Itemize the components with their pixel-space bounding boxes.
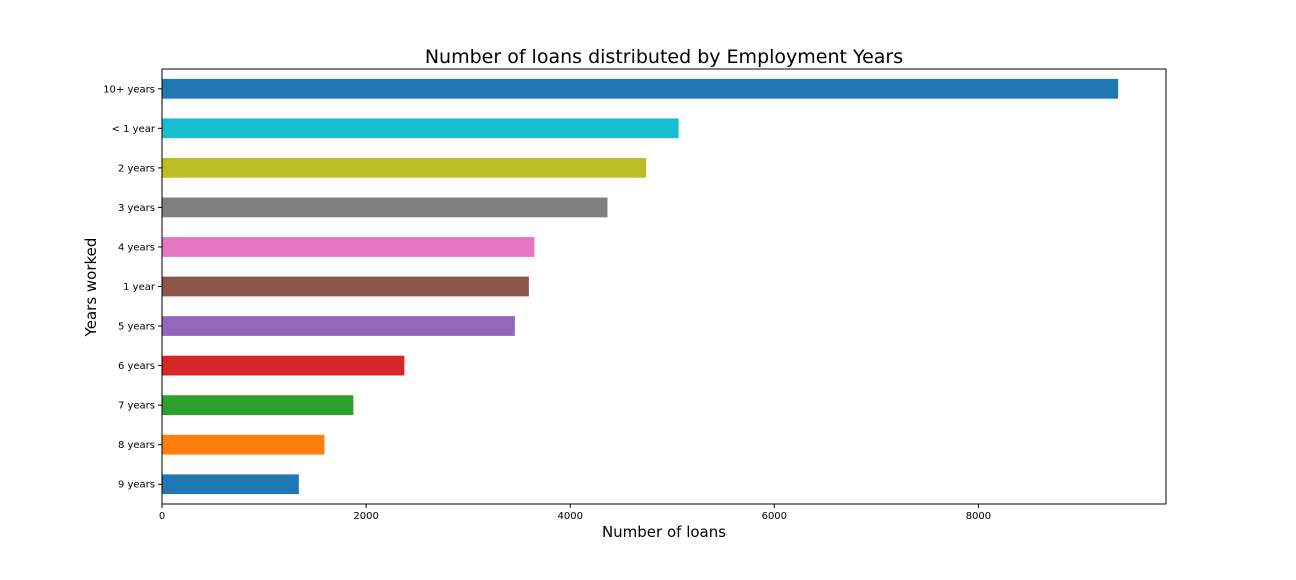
x-tick-label: 8000 <box>966 511 991 522</box>
x-tick-label: 6000 <box>762 511 787 522</box>
y-axis-label: Years worked <box>82 238 100 338</box>
y-tick-label: 2 years <box>118 163 155 174</box>
y-ticks-group: 10+ years < 1 year 2 years 3 years 4 years 1 … <box>103 84 162 491</box>
bar <box>162 78 1119 99</box>
bar <box>162 237 535 257</box>
x-ticks-group: 0 2000 4000 6000 8000 <box>159 504 991 522</box>
x-axis-label: Number of loans <box>602 523 726 541</box>
x-tick-label: 0 <box>159 511 165 522</box>
bar <box>162 276 529 297</box>
y-tick-label: < 1 year <box>112 124 156 135</box>
y-tick-label: 10+ years <box>103 84 155 95</box>
y-tick-label: 5 years <box>118 322 155 333</box>
y-tick-label: 1 year <box>123 282 156 293</box>
bars-group <box>162 78 1119 495</box>
x-tick-label: 4000 <box>557 511 582 522</box>
y-tick-label: 6 years <box>118 361 155 372</box>
y-tick-label: 7 years <box>118 401 155 412</box>
y-tick-label: 8 years <box>118 440 155 451</box>
bar <box>162 474 299 495</box>
bar <box>162 316 515 336</box>
bar <box>162 197 608 218</box>
plot-frame <box>161 68 1167 505</box>
bar <box>162 157 647 178</box>
y-tick-label: 9 years <box>118 480 155 491</box>
y-tick-label: 4 years <box>118 242 155 253</box>
bar <box>162 395 354 416</box>
bar <box>162 355 405 376</box>
bar <box>162 118 679 139</box>
chart-title: Number of loans distributed by Employmen… <box>425 46 903 68</box>
y-tick-label: 3 years <box>118 203 155 214</box>
x-tick-label: 2000 <box>353 511 378 522</box>
bar <box>162 434 325 455</box>
